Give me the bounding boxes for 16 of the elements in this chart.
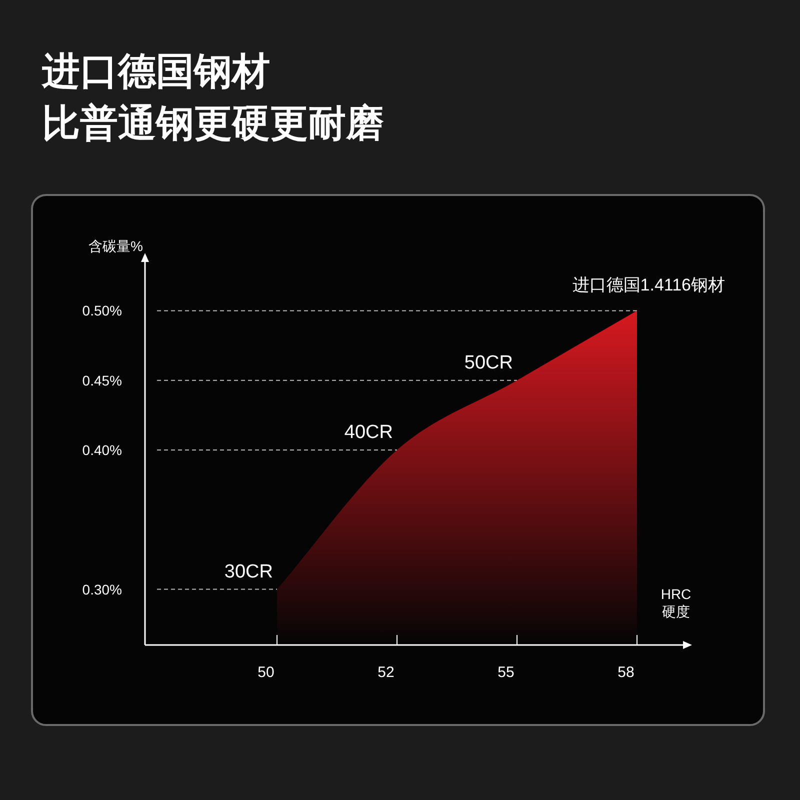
annotation: 40CR [344,422,393,443]
y-tick-label: 0.50% [82,302,122,319]
x-tick-label: 50 [258,664,274,681]
y-tick-label: 0.45% [82,372,122,388]
x-tick-label: 55 [498,664,514,681]
chart-subtitle: 比普通钢更硬更耐磨 [42,102,384,145]
y-axis-title: 含碳量% [88,238,143,254]
annotation: 30CR [224,561,273,582]
x-tick-label: 58 [618,664,634,681]
y-tick-label: 0.30% [82,581,122,598]
annotation: 50CR [464,352,513,374]
y-tick-label: 0.40% [82,442,122,458]
chart-title: 进口德国钢材 [41,51,270,93]
annotation: 进口德国1.4116钢材 [572,276,725,295]
x-axis-title: HRC 硬度 [660,586,692,620]
x-tick-label: 52 [378,664,394,681]
